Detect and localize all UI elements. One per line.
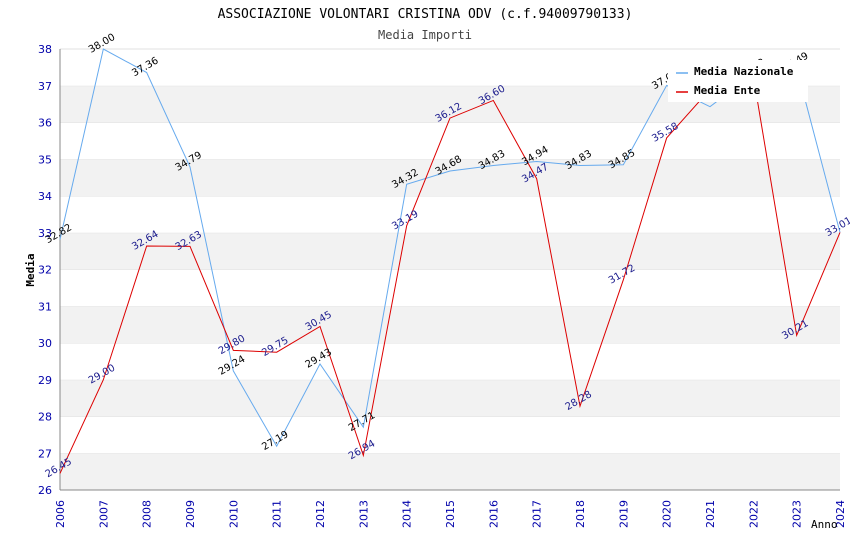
y-tick-labels: 26 27 28 29 30 31 32 33 34 35 36 37 38 — [38, 43, 52, 497]
x-tick-label: 2021 — [704, 500, 717, 528]
y-tick-label: 37 — [38, 80, 52, 93]
x-tick-label: 2012 — [314, 500, 327, 528]
x-tick-label: 2016 — [487, 500, 500, 528]
grid-band — [60, 122, 840, 160]
grid-band — [60, 269, 840, 307]
x-tick-label: 2013 — [357, 500, 370, 528]
x-tick-label: 2017 — [531, 500, 544, 528]
y-axis-label: Media — [24, 253, 37, 286]
y-tick-label: 27 — [38, 447, 52, 460]
x-tick-label: 2020 — [661, 500, 674, 528]
grid-band — [60, 379, 840, 417]
x-tick-labels: 2006 2007 2008 2009 2010 2011 2012 2013 2014 2015… — [54, 500, 847, 528]
x-tick-label: 2022 — [747, 500, 760, 528]
x-axis-label: Anno — [811, 518, 838, 531]
y-tick-label: 35 — [38, 153, 52, 166]
grid-band — [60, 416, 840, 454]
legend: Media Nazionale Media Ente — [668, 60, 808, 102]
y-tick-label: 26 — [38, 484, 52, 497]
grid-band — [60, 453, 840, 490]
x-tick-label: 2006 — [54, 500, 67, 528]
grid-band — [60, 306, 840, 343]
x-tick-label: 2018 — [574, 500, 587, 528]
y-tick-label: 32 — [38, 264, 52, 277]
x-tick-label: 2009 — [184, 500, 197, 528]
x-tick-label: 2023 — [791, 500, 804, 528]
x-tick-label: 2024 — [834, 500, 847, 528]
chart-title: ASSOCIAZIONE VOLONTARI CRISTINA ODV (c.f… — [218, 7, 633, 22]
grid-band — [60, 343, 840, 380]
y-tick-label: 28 — [38, 411, 52, 424]
y-tick-label: 36 — [38, 117, 52, 130]
y-tick-label: 33 — [38, 227, 52, 240]
x-tick-label: 2011 — [271, 500, 284, 528]
x-tick-label: 2014 — [401, 500, 414, 528]
chart-subtitle: Media Importi — [378, 28, 472, 42]
x-tick-label: 2007 — [97, 500, 110, 528]
y-tick-label: 30 — [38, 337, 52, 350]
x-tick-label: 2019 — [617, 500, 630, 528]
y-tick-label: 38 — [38, 43, 52, 56]
x-tick-label: 2015 — [444, 500, 457, 528]
y-tick-label: 31 — [38, 300, 52, 313]
legend-label-ente: Media Ente — [694, 84, 761, 97]
y-tick-label: 29 — [38, 374, 52, 387]
y-tick-label: 34 — [38, 190, 52, 203]
grid-band — [60, 196, 840, 233]
grid-band — [60, 159, 840, 196]
legend-box — [668, 60, 808, 102]
legend-label-nazionale: Media Nazionale — [694, 65, 794, 78]
grid-band — [60, 232, 840, 270]
series-line-nazionale — [59, 48, 841, 448]
x-tick-label: 2008 — [141, 500, 154, 528]
x-tick-label: 2010 — [227, 500, 240, 528]
